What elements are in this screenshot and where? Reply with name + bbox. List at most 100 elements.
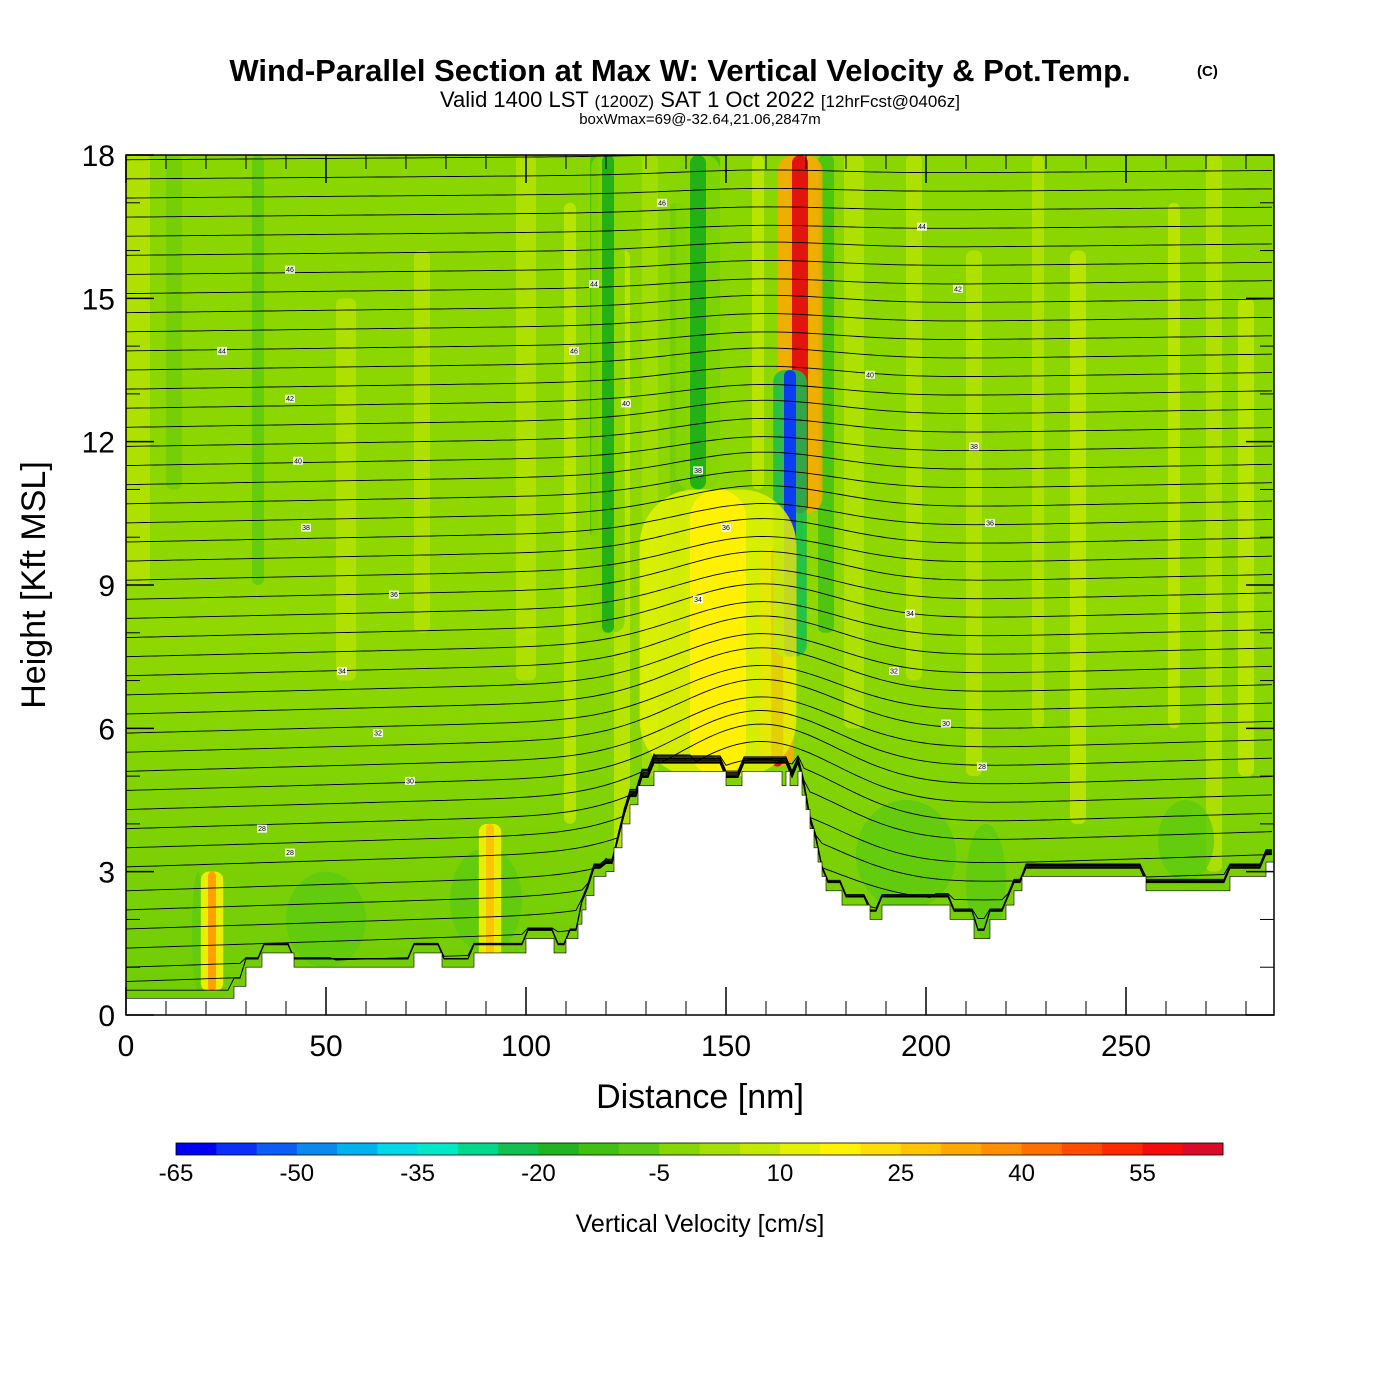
theta-contour-line <box>126 761 1272 983</box>
theta-contour-line <box>126 155 676 161</box>
rising-band-90 <box>486 823 494 968</box>
boxwmax-label: boxWmax=69@-32.64,21.06,2847m <box>579 111 821 128</box>
contour-label: 38 <box>302 525 310 532</box>
contour-label: 42 <box>954 286 962 293</box>
theta-contour-line <box>126 469 1273 505</box>
theta-contour-line <box>126 696 1273 772</box>
colorbar-swatch <box>417 1143 459 1155</box>
colorbar-swatch <box>176 1143 217 1155</box>
contour-label: 46 <box>286 267 294 274</box>
theta-contour-line <box>126 723 1273 811</box>
x-tick-label: 200 <box>901 1030 951 1063</box>
theta-contour-line <box>126 399 1273 428</box>
colorbar-tick-label: 25 <box>887 1160 914 1187</box>
contour-label-bg <box>569 346 579 355</box>
terrain <box>126 771 1274 1015</box>
colorbar-tick-label: -50 <box>279 1160 314 1187</box>
y-tick-label: 3 <box>98 857 115 890</box>
y-tick-label: 12 <box>82 427 115 460</box>
colorbar-swatch <box>296 1143 338 1155</box>
contour-label: 44 <box>590 282 598 289</box>
contour-label-bg <box>389 590 399 599</box>
theta-contour-line <box>126 678 1273 753</box>
contour-label: 36 <box>986 520 994 527</box>
contour-label-bg <box>285 265 295 274</box>
colorbar-swatch <box>659 1143 700 1155</box>
theta-contour-line <box>126 224 1272 237</box>
plot-area: 28 28 30 32 34 36 38 40 42 44 46 46 44 46 40 38 36 34 44 42… <box>126 155 1274 1015</box>
colorbar-swatch <box>578 1143 620 1155</box>
contour-label: 40 <box>294 458 302 465</box>
contour-label: 40 <box>622 401 630 408</box>
colorbar-swatch <box>780 1143 821 1155</box>
rising-band-20 <box>208 871 216 992</box>
theta-contour-line <box>126 647 1273 715</box>
contour-label: 44 <box>918 224 926 231</box>
theta-contour-line <box>126 583 1273 639</box>
colorbar-swatch <box>377 1143 419 1155</box>
colorbar-swatch <box>256 1143 298 1155</box>
colorbar-frame <box>175 1142 1224 1156</box>
x-tick-label: 100 <box>501 1030 551 1063</box>
colorbar-tick-label: -5 <box>649 1160 670 1187</box>
theta-contour-line <box>126 331 1272 352</box>
contour-label-bg <box>917 222 927 231</box>
field-band <box>966 250 982 777</box>
contour-label-bg <box>889 667 899 675</box>
theta-contour-line <box>126 451 1273 486</box>
colorbar-swatch <box>1021 1143 1063 1155</box>
theta-contour-line <box>126 601 1273 658</box>
colorbar-tick-label: -35 <box>400 1160 435 1187</box>
valid-z: (1200Z) <box>595 92 655 111</box>
valid-date: SAT 1 Oct 2022 <box>660 87 815 112</box>
theta-contour-line <box>126 710 1273 791</box>
field-band <box>844 155 864 729</box>
theta-contour-line <box>126 754 1273 849</box>
theta-contour-line <box>126 241 1273 256</box>
contour-label-bg <box>657 198 667 207</box>
theta-contour-line <box>126 206 1273 218</box>
colorbar-label: Vertical Velocity [cm/s] <box>576 1210 825 1238</box>
colorbar-swatch <box>216 1143 258 1155</box>
contour-label: 40 <box>866 372 874 379</box>
theta-contour-line <box>126 187 1272 199</box>
colorbar-swatch <box>457 1143 499 1155</box>
contour-label: 36 <box>390 592 398 599</box>
theta-contour-line <box>126 418 1273 447</box>
field-band <box>516 155 536 681</box>
contour-label-bg <box>905 609 915 618</box>
colorbar-swatch <box>498 1143 539 1155</box>
contour-label-bg <box>985 518 995 527</box>
contour-label-bg <box>405 776 415 785</box>
valid-prefix: Valid 1400 LST <box>440 87 588 112</box>
colorbar-swatch <box>981 1143 1023 1155</box>
contour-label: 34 <box>694 597 702 604</box>
colorbar-swatch <box>860 1143 902 1155</box>
theta-contour-line <box>126 503 1273 543</box>
forecast-info: [12hrFcst@0406z] <box>821 92 960 111</box>
contour-label: 38 <box>970 444 978 451</box>
theta-contour-line <box>126 169 1272 180</box>
low-level-patch <box>286 871 366 968</box>
contour-label-bg <box>285 848 295 857</box>
colorbar-swatch <box>337 1143 378 1155</box>
contour-label: 32 <box>890 669 898 676</box>
contour-label: 28 <box>286 850 294 857</box>
theta-contour-line <box>126 755 1273 868</box>
contour-label-bg <box>721 523 731 532</box>
field-band <box>252 155 264 585</box>
contour-label: 46 <box>658 200 666 207</box>
contour-label: 30 <box>406 778 414 785</box>
x-tick-label: 250 <box>1101 1030 1151 1063</box>
contour-label: 36 <box>722 525 730 532</box>
field-band <box>752 155 764 490</box>
colorbar-swatch <box>1182 1143 1224 1155</box>
field-band <box>166 155 182 490</box>
theta-contour-line <box>126 365 1273 390</box>
x-tick-label: 50 <box>309 1030 342 1063</box>
theta-contour-line <box>126 536 1273 581</box>
theta-contour-line <box>126 741 1273 830</box>
field-band <box>1238 298 1254 777</box>
field-band <box>336 298 356 681</box>
y-axis-label: Height [Kft MSL] <box>15 461 53 709</box>
